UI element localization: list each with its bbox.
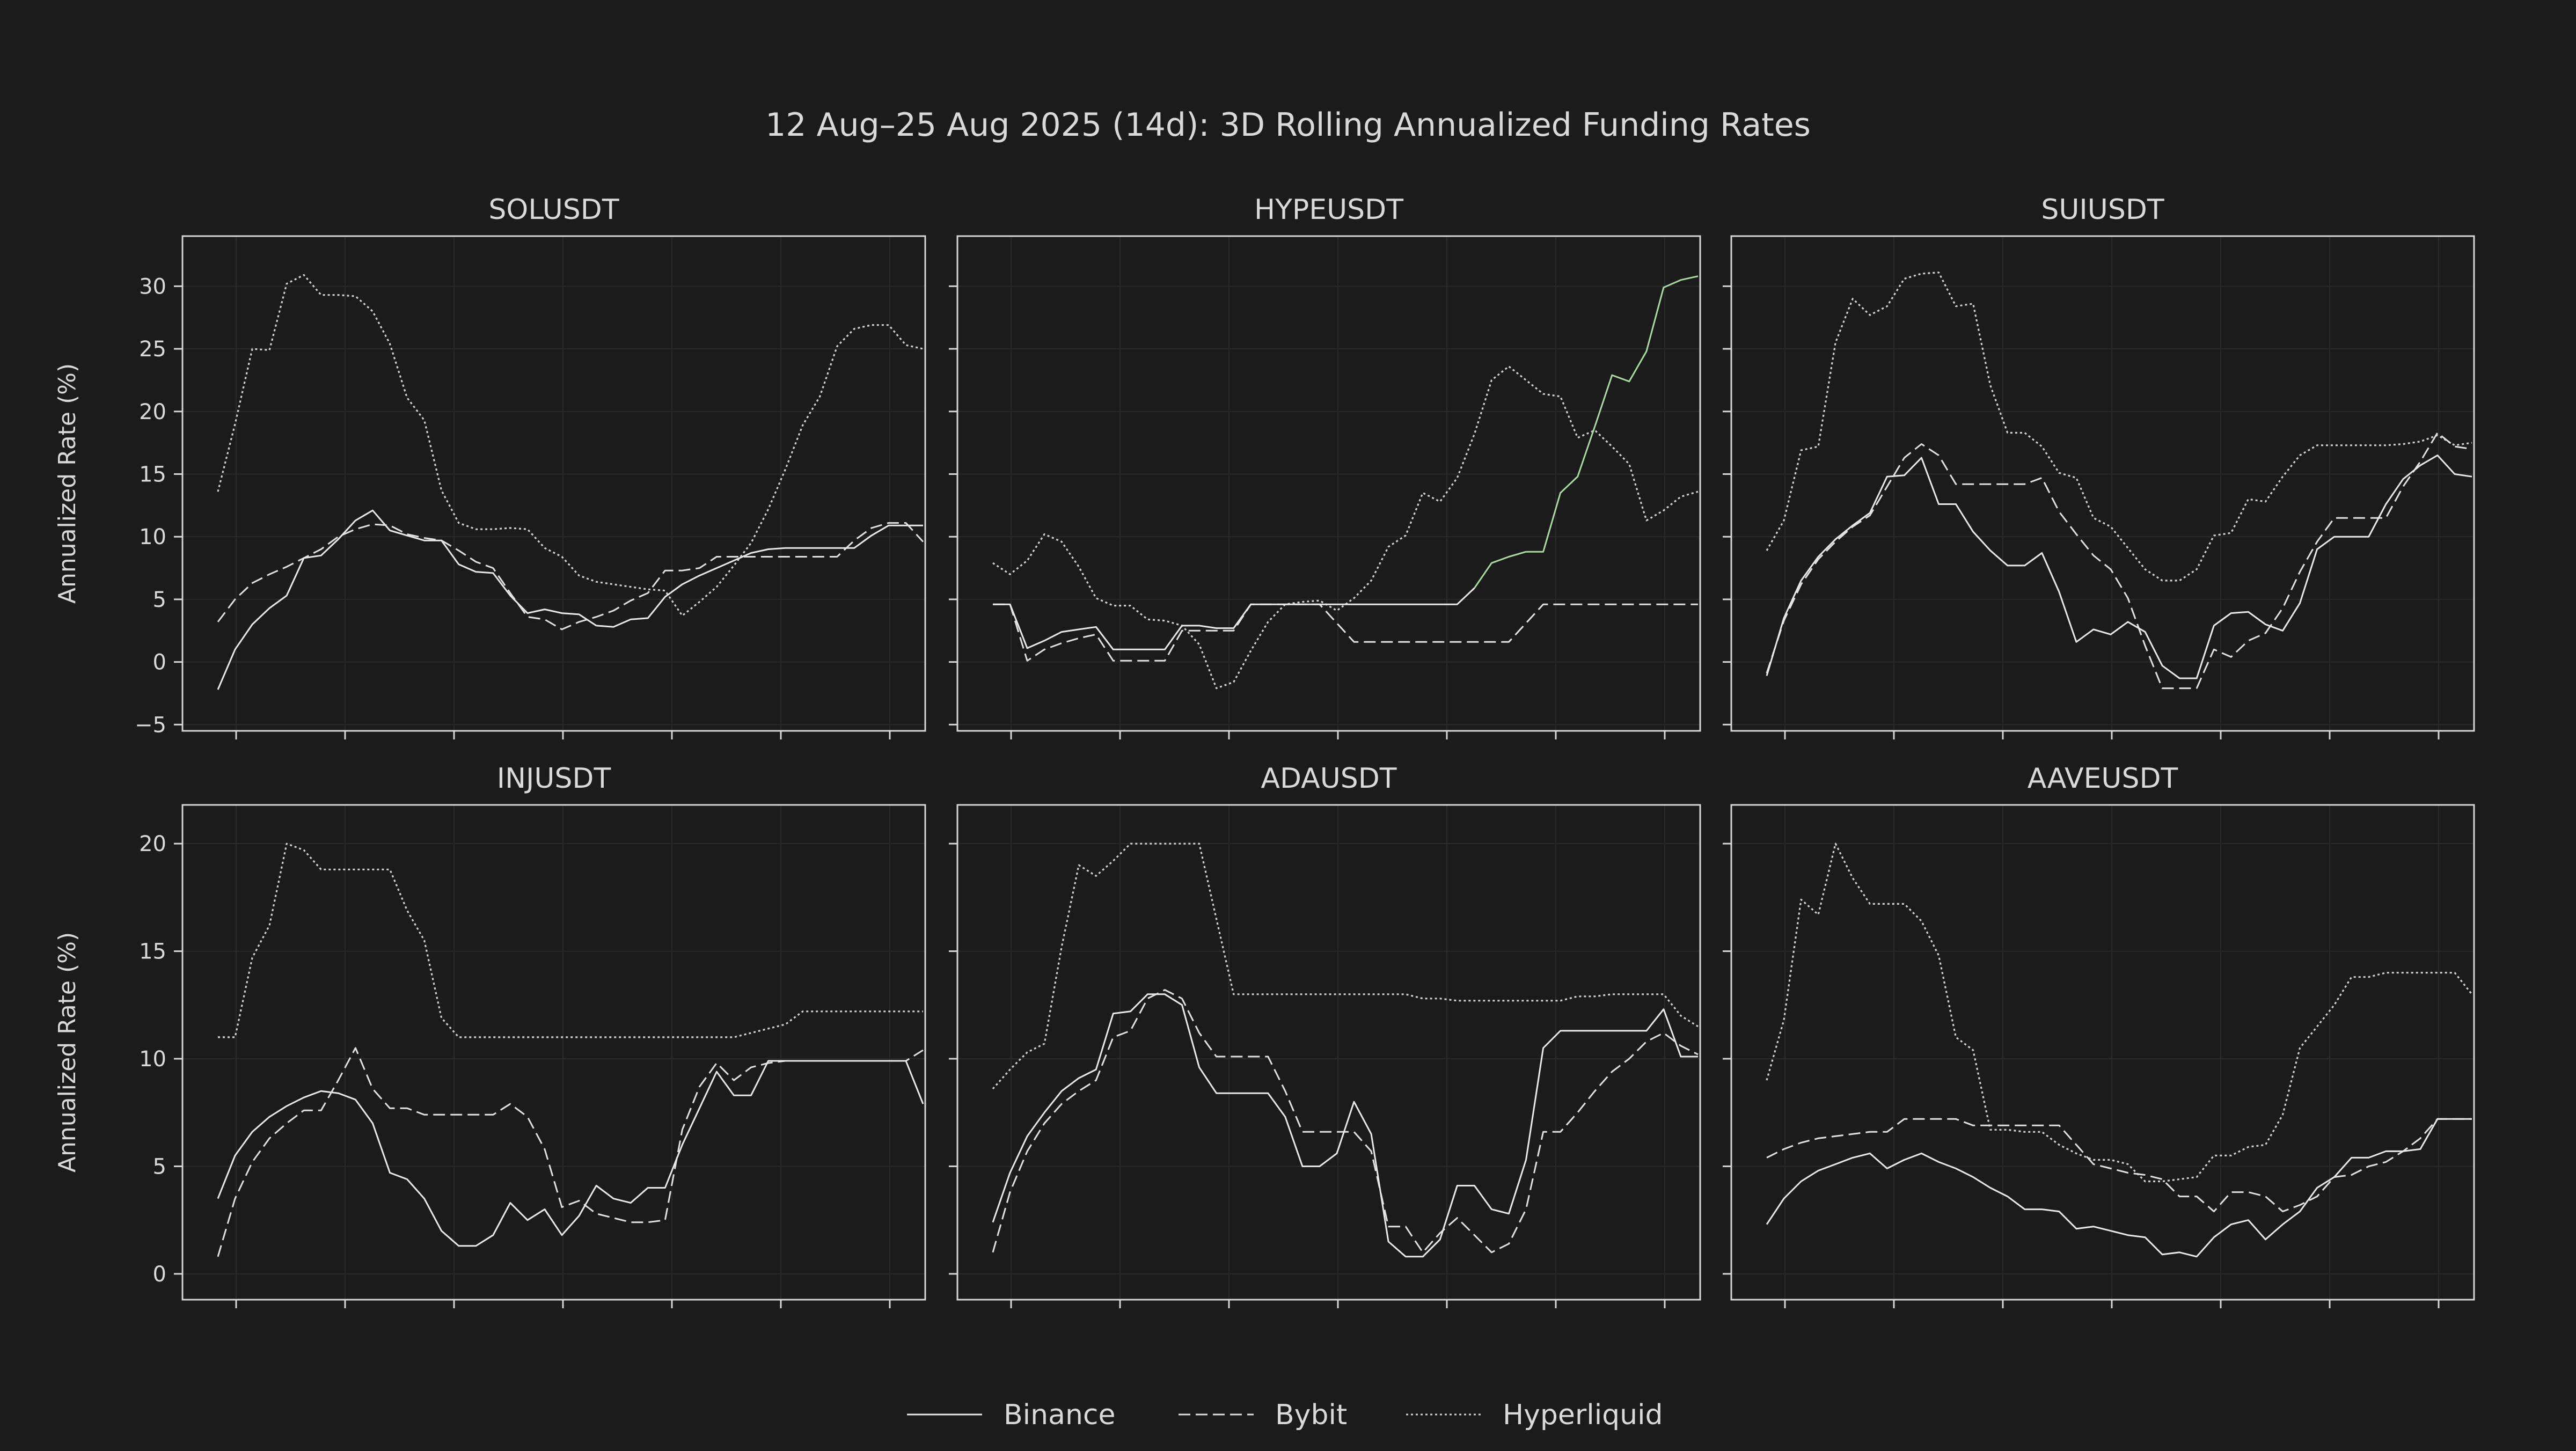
y-tick-label: −5 [135,713,166,737]
series-line-binance [992,993,1698,1258]
y-tick-label: 5 [153,588,166,612]
y-axis-label: Annualized Rate (%) [54,932,81,1172]
series-line-hyperliquid [217,274,924,617]
series-line-binance-highlight [1474,275,1699,589]
legend-label-hyperliquid: Hyperliquid [1503,1399,1663,1431]
axes-frame [956,804,1701,1301]
panel-injusdt: INJUSDT 0 5 10 15 20 Annualized Rate (%) [54,763,926,1308]
panel-hypeusdt: HYPEUSDT [949,194,1701,739]
series-line-binance [217,1060,924,1247]
axes-frame [1730,235,2475,732]
y-tick-label: 20 [139,832,166,856]
y-tick-label: 30 [139,274,166,299]
y-tick-label: 5 [153,1154,166,1179]
panel-aaveusdt: AAVEUSDT [1723,763,2475,1308]
series-line-hyperliquid [992,842,1699,1090]
series-line-binance [217,509,923,690]
y-tick-label: 25 [139,337,166,362]
panels: SOLUSDT −5 0 5 10 15 20 25 30 Annualized Rate (%)… [54,194,2475,1308]
series-line-bybit [1766,432,2472,690]
series-group [217,274,924,690]
panel-solusdt: SOLUSDT −5 0 5 10 15 20 25 30 Annualized Rate (%) [54,194,926,739]
y-tick-label: 0 [153,1262,166,1287]
legend-label-bybit: Bybit [1275,1399,1347,1431]
series-line-binance [1766,455,2472,679]
y-tick-label: 15 [139,462,166,487]
series-line-bybit [992,989,1699,1254]
panel-title: SOLUSDT [488,194,619,226]
axes-frame [181,235,926,732]
y-tick-label: 10 [139,1047,166,1072]
series-line-hyperliquid [992,365,1699,690]
y-tick-label: 20 [139,400,166,424]
panel-title: HYPEUSDT [1254,194,1403,226]
series-line-binance [993,587,1475,650]
legend: Binance Bybit Hyperliquid [907,1399,1663,1431]
panel-title: ADAUSDT [1261,763,1396,795]
panel-adausdt: ADAUSDT [949,763,1701,1308]
series-line-hyperliquid [1766,842,2473,1183]
panel-title: AAVEUSDT [2028,763,2178,795]
series-group [1766,842,2473,1258]
panel-title: SUIUSDT [2041,194,2164,226]
series-line-binance [1766,1118,2472,1258]
series-line-bybit [217,522,924,631]
panel-title: INJUSDT [497,763,611,795]
series-line-hyperliquid [218,842,923,1038]
axes-frame [1730,804,2475,1301]
y-axis-label: Annualized Rate (%) [54,363,81,604]
series-group [217,842,924,1257]
axes-frame [956,235,1701,732]
series-line-bybit [993,603,1698,662]
series-group [992,842,1699,1258]
figure-title: 12 Aug–25 Aug 2025 (14d): 3D Rolling Ann… [765,106,1811,144]
series-line-hyperliquid [1766,272,2472,582]
y-tick-label: 10 [139,525,166,549]
axes-frame [181,804,926,1301]
series-group [992,275,1699,690]
series-group [1766,272,2472,690]
series-line-bybit [1766,1118,2472,1213]
panel-suiusdt: SUIUSDT [1723,194,2475,739]
y-tick-label: 0 [153,650,166,675]
legend-label-binance: Binance [1004,1399,1115,1431]
y-tick-label: 15 [139,940,166,964]
